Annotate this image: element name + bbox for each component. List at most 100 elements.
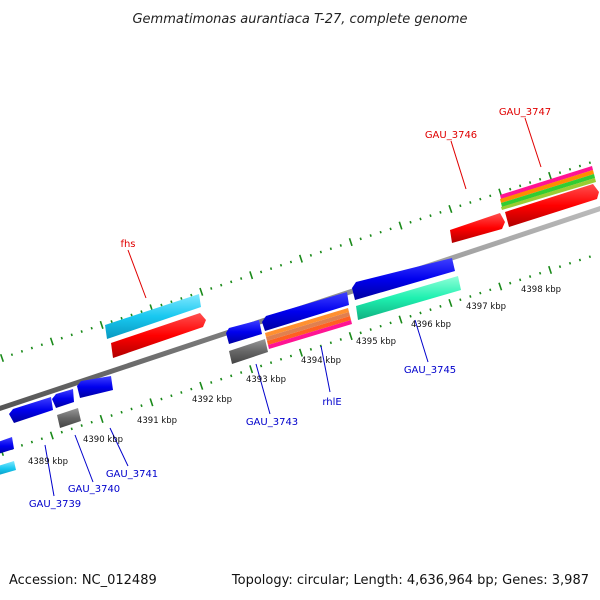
minor-tick: [180, 297, 183, 300]
gene-gau3747-arrow[interactable]: [505, 184, 599, 227]
minor-tick: [439, 304, 442, 308]
minor-tick: [429, 214, 432, 218]
minor-tick: [160, 397, 163, 401]
scale-labels: 4389 kbp 4390 kbp 4391 kbp 4392 kbp 4393…: [28, 285, 561, 467]
minor-tick: [489, 194, 492, 198]
major-tick: [398, 221, 403, 230]
accession-text: Accession: NC_012489: [9, 573, 157, 588]
scale-label: 4389 kbp: [28, 457, 68, 467]
gene-gau3739-arrow[interactable]: [9, 397, 53, 423]
minor-tick: [389, 321, 392, 325]
minor-tick: [140, 404, 143, 408]
minor-tick: [70, 333, 73, 337]
minor-tick: [509, 187, 512, 191]
minor-tick: [170, 394, 173, 398]
gene-gau3740-grey[interactable]: [57, 408, 81, 428]
minor-tick: [269, 361, 273, 365]
minor-tick: [269, 267, 273, 271]
minor-tick: [528, 275, 532, 278]
minor-tick: [259, 364, 263, 368]
minor-tick: [220, 377, 223, 381]
major-tick: [99, 414, 104, 423]
minor-tick: [40, 343, 43, 347]
minor-tick: [20, 443, 24, 447]
minor-tick: [210, 381, 213, 384]
map-title: Gemmatimonas aurantiaca T-27, complete g…: [132, 12, 467, 27]
minor-tick: [279, 263, 283, 267]
major-tick: [398, 315, 403, 324]
major-tick: [548, 265, 553, 274]
major-tick: [348, 238, 353, 247]
minor-tick: [90, 326, 93, 330]
minor-tick: [379, 324, 382, 328]
minor-tick: [259, 270, 263, 274]
minor-tick: [409, 314, 412, 318]
label-gau3740[interactable]: GAU_3740: [68, 484, 120, 495]
minor-tick: [319, 250, 322, 254]
major-tick: [199, 381, 204, 390]
gene-gau3747-multicolor[interactable]: [500, 166, 596, 210]
minor-tick: [459, 298, 462, 302]
reverse-gene-labels: GAU_3739 GAU_3740 GAU_3741 GAU_3743 rhlE…: [29, 319, 456, 510]
major-tick: [199, 287, 204, 296]
minor-tick: [538, 271, 542, 275]
label-gau3746[interactable]: GAU_3746: [425, 130, 477, 141]
minor-tick: [40, 437, 43, 441]
reverse-strand-genes: [0, 258, 461, 476]
gene-reverse-cyan-partial[interactable]: [0, 461, 16, 476]
minor-tick: [489, 288, 492, 292]
minor-tick: [190, 293, 193, 297]
minor-tick: [329, 341, 332, 345]
minor-tick: [60, 336, 63, 340]
gene-gau3745-teal[interactable]: [356, 276, 461, 320]
gene-reverse-arrow[interactable]: [0, 437, 14, 455]
minor-tick: [289, 260, 293, 264]
minor-tick: [359, 331, 362, 335]
minor-tick: [588, 161, 592, 165]
minor-tick: [479, 197, 482, 201]
gene-gau3745-arrow[interactable]: [352, 258, 455, 300]
forward-gene-labels: fhs GAU_3746 GAU_3747: [120, 107, 551, 299]
minor-tick: [479, 291, 482, 295]
minor-tick: [30, 346, 34, 350]
gene-gau3743-grey[interactable]: [229, 339, 268, 364]
minor-tick: [558, 265, 562, 269]
gene-forward-arrow[interactable]: [111, 313, 206, 358]
minor-tick: [588, 255, 592, 259]
minor-tick: [469, 201, 472, 204]
minor-tick: [80, 330, 83, 333]
minor-tick: [110, 320, 113, 323]
gene-fhs-arrow[interactable]: [105, 294, 201, 339]
minor-tick: [70, 427, 73, 431]
minor-tick: [409, 220, 412, 224]
gene-rhle-arrow[interactable]: [262, 292, 349, 331]
major-tick: [99, 320, 104, 329]
minor-tick: [369, 234, 372, 237]
minor-tick: [240, 277, 243, 280]
scale-label: 4396 kbp: [411, 320, 451, 330]
label-gau3747[interactable]: GAU_3747: [499, 107, 551, 118]
label-gau3745[interactable]: GAU_3745: [404, 365, 456, 376]
label-fhs[interactable]: fhs: [120, 239, 135, 250]
label-gau3741[interactable]: GAU_3741: [106, 469, 158, 480]
minor-tick: [528, 181, 532, 184]
scale-label: 4392 kbp: [192, 395, 232, 405]
gene-gau3741-arrow[interactable]: [77, 376, 113, 398]
major-tick: [298, 348, 303, 357]
label-gau3739[interactable]: GAU_3739: [29, 499, 81, 510]
gene-gau3740-arrow[interactable]: [52, 389, 74, 408]
minor-tick: [329, 247, 332, 251]
minor-tick: [10, 353, 14, 357]
minor-tick: [80, 424, 83, 427]
major-tick: [0, 353, 5, 363]
label-rhle[interactable]: rhlE: [322, 397, 341, 408]
major-tick: [448, 204, 453, 214]
gene-gau3743-arrow[interactable]: [226, 320, 262, 344]
minor-tick: [30, 440, 34, 444]
gene-rhle-multicolor[interactable]: [265, 308, 352, 349]
minor-tick: [90, 420, 93, 424]
gene-gau3746-arrow[interactable]: [450, 213, 505, 243]
label-gau3743[interactable]: GAU_3743: [246, 417, 298, 428]
major-tick: [298, 254, 303, 263]
